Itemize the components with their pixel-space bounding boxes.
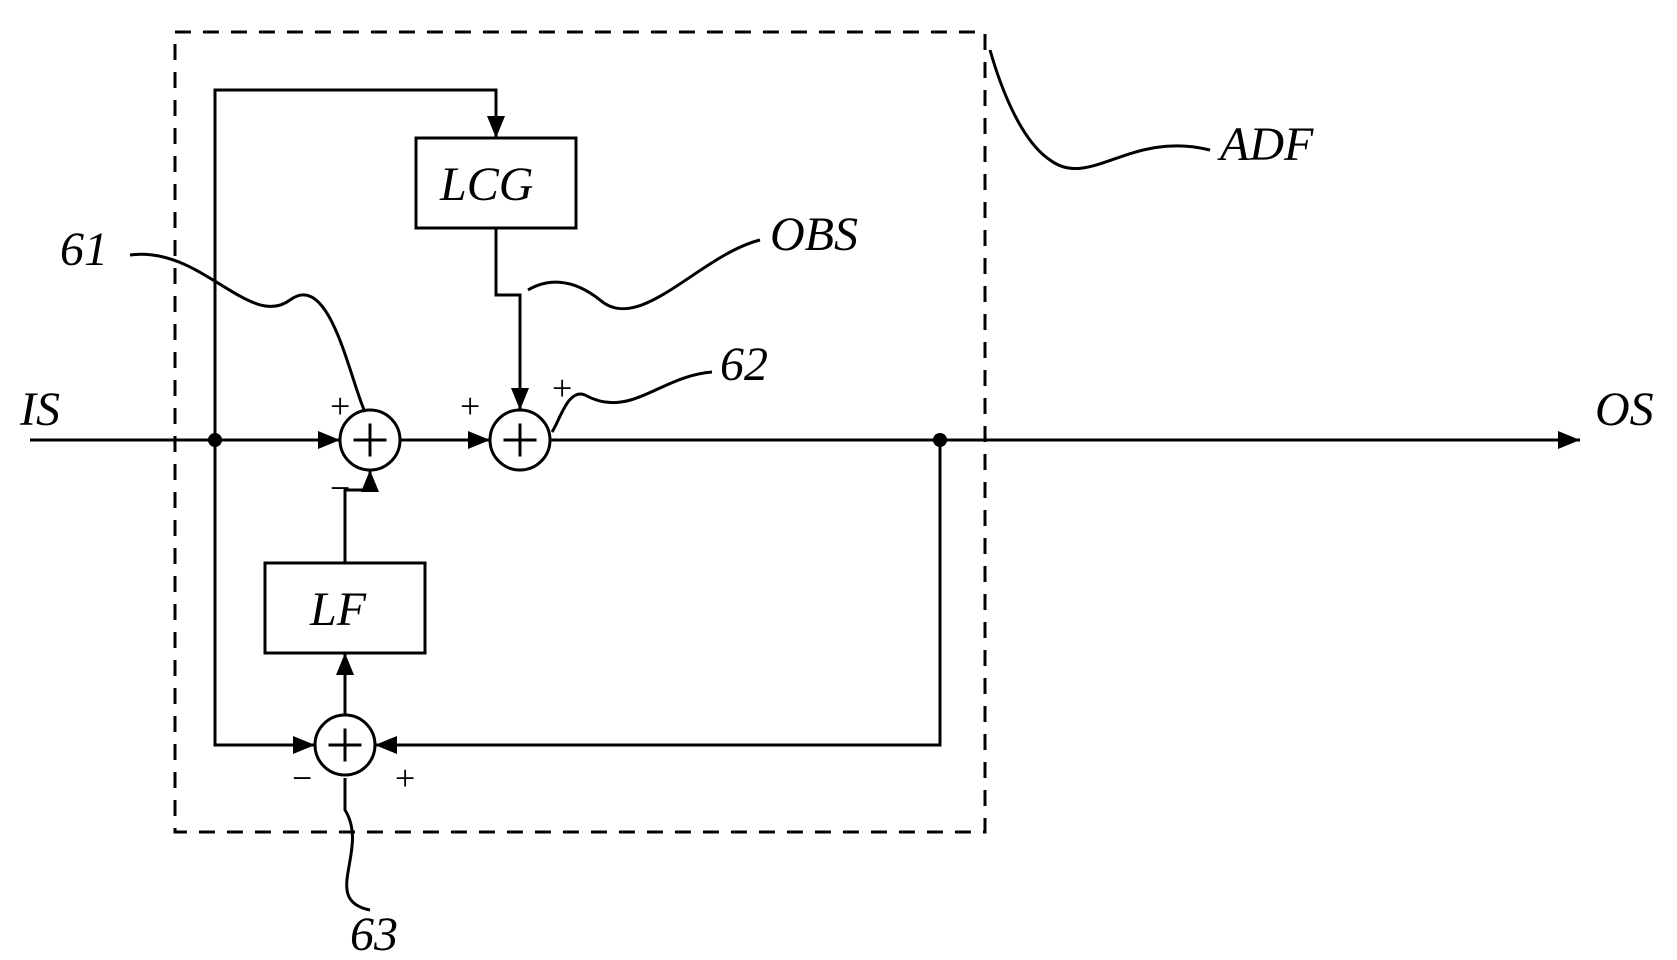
- lf-label: LF: [309, 583, 367, 636]
- summer-s63: −+: [292, 715, 415, 798]
- arrowhead: [336, 653, 354, 675]
- lcg-label: LCG: [439, 158, 533, 211]
- lead-62: [552, 372, 712, 432]
- sign: +: [395, 758, 415, 798]
- arrowhead: [293, 736, 315, 754]
- arrowhead: [468, 431, 490, 449]
- arrowhead: [375, 736, 397, 754]
- lead-obs: [528, 240, 760, 309]
- lead-adf: [990, 50, 1210, 169]
- wires: [30, 90, 1580, 754]
- sign: −: [330, 468, 350, 508]
- is-label: IS: [19, 383, 60, 436]
- ref-61: 61: [60, 223, 108, 276]
- block-diagram: LCG LF +−++−+ IS OS ADF OBS 61 62 63: [0, 0, 1677, 960]
- arrowhead: [361, 470, 379, 492]
- sign: +: [330, 386, 350, 426]
- arrowhead: [511, 388, 529, 410]
- adf-label: ADF: [1217, 118, 1314, 171]
- adf-enclosure: [175, 32, 985, 832]
- junction-jout: [933, 433, 947, 447]
- obs-label: OBS: [770, 208, 858, 261]
- wire-lcg-down-s62: [496, 228, 520, 410]
- arrowhead: [318, 431, 340, 449]
- lead-63: [345, 778, 370, 910]
- junction-jin: [208, 433, 222, 447]
- lcg-block: LCG: [416, 138, 576, 228]
- sign: +: [460, 386, 480, 426]
- lf-block: LF: [265, 563, 425, 653]
- wire-jout-down-s63: [375, 440, 940, 745]
- ref-63: 63: [350, 908, 398, 960]
- os-label: OS: [1595, 383, 1654, 436]
- sign: −: [292, 758, 312, 798]
- ref-62: 62: [720, 338, 768, 391]
- summer-s62: ++: [460, 368, 572, 470]
- arrowhead: [487, 116, 505, 138]
- arrowhead: [1558, 431, 1580, 449]
